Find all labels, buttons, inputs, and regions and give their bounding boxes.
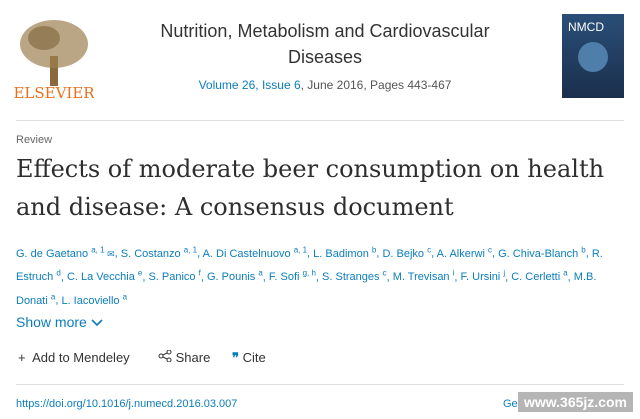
cover-image [578,42,608,72]
journal-title[interactable]: Nutrition, Metabolism and Cardiovascular… [130,18,520,70]
publisher-logo: ELSEVIER [14,20,94,102]
cover-label: NMCD [568,20,604,34]
author-affiliation[interactable]: d [56,268,61,278]
author-icons[interactable]: ✉ [104,248,115,259]
article-type: Review [16,134,53,146]
author[interactable]: L. Iacoviello a [61,292,128,307]
show-more-label[interactable]: Show more [16,314,87,330]
author-name[interactable]: M.B. Donati [16,271,597,307]
issue-info: Volume 26, Issue 6, June 2016, Pages 443… [130,78,520,92]
author-affiliation[interactable]: c [382,268,387,278]
author[interactable]: G. de Gaetano a, 1 ✉ [16,245,115,260]
author[interactable]: C. La Vecchia e [66,268,143,284]
author-name[interactable]: L. Iacoviello [61,294,120,307]
author[interactable]: M. Trevisan i [392,268,455,284]
publisher-name: ELSEVIER [14,84,94,102]
chevron-icon [91,319,103,327]
author-affiliation[interactable]: a [50,292,56,302]
cite[interactable]: ❞ Cite [232,350,266,365]
issue-link[interactable]: Volume 26, Issue 6 [198,78,301,92]
author-name[interactable]: G. Pounis [206,271,256,284]
partial-link[interactable]: Ge [503,398,518,410]
separator [16,384,624,385]
action-label[interactable]: Add to Mendeley [32,350,130,365]
author-name[interactable]: D. Bejko [382,247,425,260]
author-name[interactable]: R. Estruch [16,247,603,284]
author-name[interactable]: M. Trevisan [392,271,450,284]
issue-details: , June 2016, Pages 443-467 [300,78,452,92]
title-line: and disease: A consensus document [16,193,454,221]
action-label[interactable]: Share [175,350,211,365]
author-affiliation[interactable]: g, h [302,268,316,278]
author-name[interactable]: A. Di Castelnuovo [202,247,291,260]
journal-title-line[interactable]: Diseases [287,47,363,67]
author-name[interactable]: F. Sofi [268,271,300,284]
author-list: G. de Gaetano a, 1 ✉, S. Costanzo a, 1, … [16,245,603,307]
author[interactable]: R. Estruch d [16,248,603,284]
author-affiliation[interactable]: a [563,268,568,278]
separator [16,120,624,121]
author-name[interactable]: G. Chiva-Blanch [498,247,579,260]
show-more[interactable]: Show more [16,314,103,330]
author-name[interactable]: L. Badimon [313,247,369,260]
author-affiliation[interactable]: e [137,268,143,278]
author-affiliation[interactable]: a, 1 [293,245,308,254]
author[interactable]: L. Badimon b [313,245,377,260]
author-name[interactable]: S. Panico [148,271,196,284]
author-affiliation[interactable]: c [487,245,492,254]
author-name[interactable]: C. La Vecchia [66,271,135,284]
journal-title-line[interactable]: Nutrition, Metabolism and Cardiovascular [160,21,490,41]
author-affiliation[interactable]: b [581,245,586,254]
author[interactable]: S. Stranges c [322,268,387,284]
author[interactable]: S. Panico f [148,268,201,284]
author-name[interactable]: G. de Gaetano [16,247,89,260]
title-line: Effects of moderate beer consumption on … [16,155,605,183]
doi-link[interactable]: https://doi.org/10.1016/j.numecd.2016.03… [16,398,238,410]
author[interactable]: M.B. Donati a [16,271,596,307]
author[interactable]: A. Di Castelnuovo a, 1 [202,245,308,260]
author-name[interactable]: A. Alkerwi [436,247,485,260]
author[interactable]: C. Cerletti a [511,268,568,284]
author[interactable]: F. Sofi g, h [268,268,316,284]
share[interactable]: Share [158,349,211,365]
author[interactable]: G. Chiva-Blanch b [498,245,586,260]
author[interactable]: S. Costanzo a, 1 [120,245,198,260]
author-affiliation[interactable]: f [198,268,201,278]
article-title: Effects of moderate beer consumption on … [16,150,604,226]
author[interactable]: A. Alkerwi c [436,245,492,260]
author-affiliation[interactable]: b [371,245,377,254]
author-name[interactable]: S. Stranges [322,271,380,284]
watermark: www.365jz.com [518,392,633,412]
author-affiliation[interactable]: c [427,245,432,254]
author-affiliation[interactable]: j [503,268,506,278]
add-mendeley[interactable]: + Add to Mendeley [18,350,130,365]
author[interactable]: G. Pounis a [206,268,263,284]
share-icon [158,349,172,363]
author-affiliation[interactable]: a, 1 [183,245,198,254]
author-name[interactable]: C. Cerletti [511,271,561,284]
author[interactable]: F. Ursini j [460,268,506,284]
author-affiliation[interactable]: i [452,268,455,278]
author-name[interactable]: F. Ursini [460,271,501,284]
author[interactable]: D. Bejko c [382,245,432,260]
author-name[interactable]: S. Costanzo [120,247,181,260]
journal-cover[interactable]: NMCD [562,14,624,98]
action-label[interactable]: Cite [242,350,266,365]
author-affiliation[interactable]: a [122,292,128,302]
author-affiliation[interactable]: a, 1 [91,245,105,254]
author-affiliation[interactable]: a [258,268,263,278]
